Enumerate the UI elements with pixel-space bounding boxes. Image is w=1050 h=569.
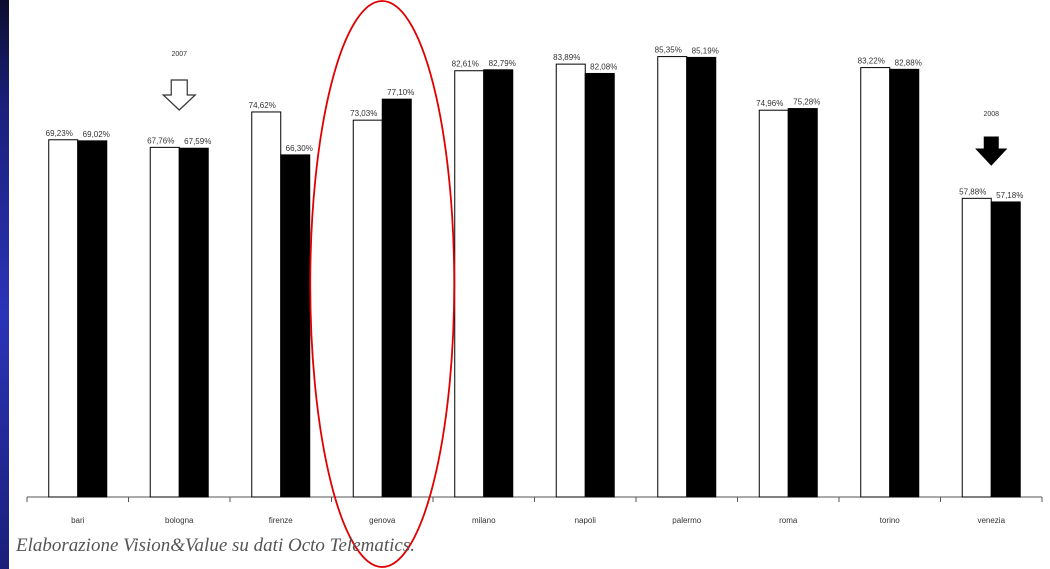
bar-bari-2008 <box>77 140 108 498</box>
bar-palermo-2008 <box>686 56 717 498</box>
category-label-torino: torino <box>880 516 901 525</box>
bar-torino-2007 <box>860 67 891 498</box>
category-label-firenze: firenze <box>269 516 294 525</box>
bar-venezia-2008 <box>990 201 1021 498</box>
category-label-genova: genova <box>369 516 396 525</box>
bar-milano-2007 <box>454 70 485 498</box>
bar-firenze-2008 <box>280 154 311 498</box>
hollow-arrow-icon <box>161 79 197 111</box>
bar-firenze-2007 <box>251 111 282 498</box>
bar-milano-2008 <box>483 69 514 498</box>
data-label-venezia-2007: 57,88% <box>959 187 986 196</box>
data-label-firenze-2008: 66,30% <box>286 144 313 153</box>
category-label-bologna: bologna <box>165 516 194 525</box>
bar-bologna-2008 <box>178 147 209 498</box>
data-label-bologna-2007: 67,76% <box>147 136 174 145</box>
data-label-milano-2008: 82,79% <box>489 59 516 68</box>
bar-roma-2007 <box>758 109 789 498</box>
bar-bari-2007 <box>48 139 79 498</box>
bars-group <box>48 56 1021 498</box>
marker-label-2007: 2007 <box>171 51 187 58</box>
category-label-roma: roma <box>779 516 798 525</box>
data-label-genova-2007: 73,03% <box>350 109 377 118</box>
data-label-bari-2008: 69,02% <box>83 130 110 139</box>
year-markers-group: 2007 2008 <box>161 51 1008 166</box>
data-label-genova-2008: 77,10% <box>387 88 414 97</box>
category-label-venezia: venezia <box>977 516 1005 525</box>
bar-genova-2007 <box>352 119 383 498</box>
data-label-roma-2008: 75,28% <box>793 98 820 107</box>
category-label-bari: bari <box>71 516 85 525</box>
bar-palermo-2007 <box>657 56 688 498</box>
data-label-palermo-2008: 85,19% <box>692 46 719 55</box>
category-label-palermo: palermo <box>672 516 701 525</box>
data-label-napoli-2008: 82,08% <box>590 62 617 71</box>
data-label-venezia-2008: 57,18% <box>996 191 1023 200</box>
highlight-ellipse <box>309 0 456 568</box>
data-label-firenze-2007: 74,62% <box>249 101 276 110</box>
data-labels-group: 69,23% 69,02% 67,76% 67,59% 74,62% 66,30% 73,0… <box>46 46 1024 200</box>
category-label-napoli: napoli <box>575 516 597 525</box>
bar-napoli-2008 <box>584 72 615 498</box>
data-label-napoli-2007: 83,89% <box>553 53 580 62</box>
data-label-bari-2007: 69,23% <box>46 129 73 138</box>
marker-label-2008: 2008 <box>983 111 999 118</box>
data-label-torino-2007: 83,22% <box>858 57 885 66</box>
left-edge-strip <box>0 0 9 569</box>
bar-venezia-2007 <box>961 197 992 498</box>
bar-napoli-2007 <box>555 63 586 498</box>
bar-torino-2008 <box>889 68 920 498</box>
data-label-palermo-2007: 85,35% <box>655 46 682 55</box>
data-label-bologna-2008: 67,59% <box>184 137 211 146</box>
data-label-roma-2007: 74,96% <box>756 99 783 108</box>
category-label-milano: milano <box>472 516 496 525</box>
data-label-torino-2008: 82,88% <box>895 58 922 67</box>
source-caption: Elaborazione Vision&Value su dati Octo T… <box>16 535 415 556</box>
category-labels-group: bari bologna firenze genova milano napoli pale… <box>71 516 1006 525</box>
x-axis-ticks <box>26 497 1043 502</box>
bar-roma-2008 <box>787 108 818 498</box>
bar-bologna-2007 <box>149 146 180 498</box>
data-label-milano-2007: 82,61% <box>452 60 479 69</box>
bar-genova-2008 <box>381 98 412 498</box>
solid-arrow-icon <box>975 136 1008 166</box>
